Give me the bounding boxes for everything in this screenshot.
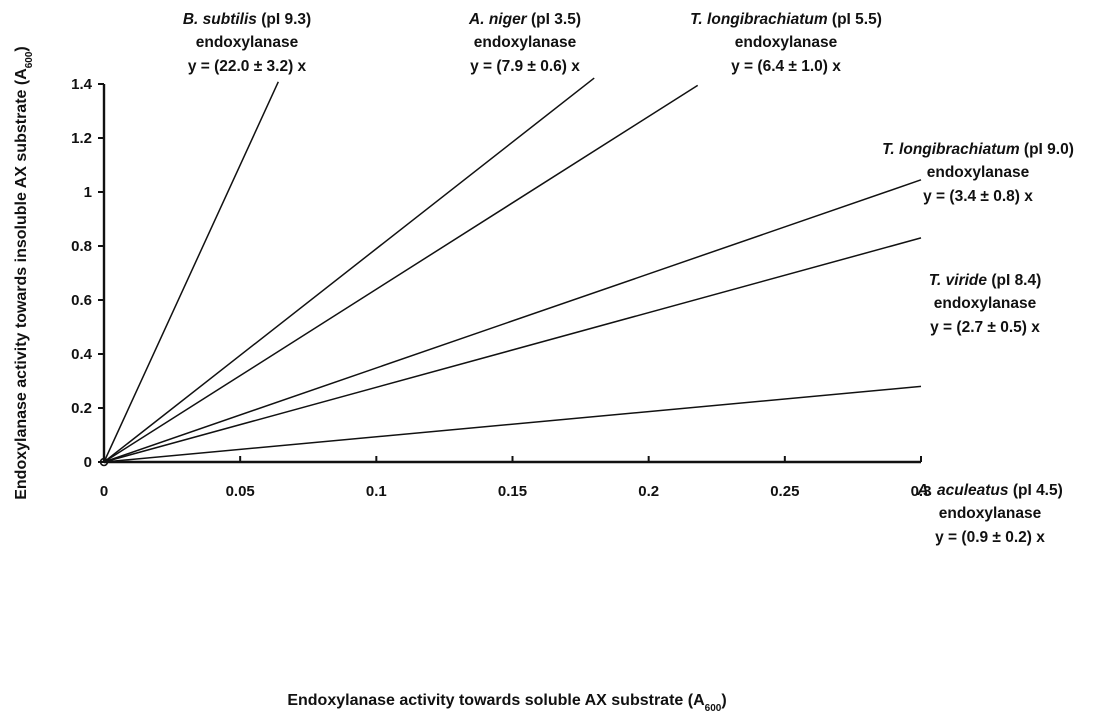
series-annotation-6: A. aculeatus (pI 4.5) endoxylanase y = (0.… (916, 482, 1063, 546)
annotation-equation: y = (7.9 ± 0.6) x (470, 58, 580, 75)
species-name: A. aculeatus (916, 482, 1009, 499)
species-name: T. viride (929, 272, 988, 289)
series-annotation-4: T. longibrachiatum (pI 9.0) endoxylanase y… (882, 141, 1074, 205)
annotation-enzyme: endoxylanase (934, 295, 1037, 312)
species-name: A. niger (468, 11, 528, 28)
origin-marker (99, 457, 109, 467)
series-annotation-3: T. longibrachiatum (pI 5.5) endoxylanase y… (690, 11, 882, 75)
axis-titles: Endoxylanase activity towards soluble AX… (13, 46, 727, 713)
series-line-4 (103, 179, 922, 463)
y-axis-title: Endoxylanase activity towards insoluble … (13, 46, 35, 500)
series-line-1 (103, 81, 279, 463)
series-annotation-5: T. viride (pI 8.4) endoxylanase y = (2.7 ±… (929, 272, 1042, 336)
series-line-6 (103, 385, 922, 463)
y-tick-label: 1.4 (71, 76, 93, 93)
series-annotations: B. subtilis (pI 9.3) endoxylanase y = (22.… (183, 11, 1074, 546)
pi-value: (pI 9.0) (1020, 141, 1074, 158)
x-tick-label: 0.1 (366, 483, 387, 500)
annotation-species-line: A. aculeatus (pI 4.5) (916, 482, 1063, 499)
series-lines (99, 77, 922, 467)
annotation-equation: y = (0.9 ± 0.2) x (935, 529, 1045, 546)
pi-value: (pI 8.4) (987, 272, 1041, 289)
annotation-species-line: T. viride (pI 8.4) (929, 272, 1042, 289)
x-tick-label: 0.25 (770, 483, 799, 500)
annotation-species-line: T. longibrachiatum (pI 9.0) (882, 141, 1074, 158)
annotation-equation: y = (22.0 ± 3.2) x (188, 58, 307, 75)
annotation-species-line: A. niger (pI 3.5) (468, 11, 581, 28)
pi-value: (pI 9.3) (257, 11, 311, 28)
annotation-enzyme: endoxylanase (196, 34, 299, 51)
species-name: B. subtilis (183, 11, 257, 28)
series-annotation-1: B. subtilis (pI 9.3) endoxylanase y = (22.… (183, 11, 311, 75)
x-tick-label: 0.3 (911, 483, 932, 500)
annotation-enzyme: endoxylanase (735, 34, 838, 51)
species-name: T. longibrachiatum (882, 141, 1020, 158)
y-tick-label: 0.6 (71, 292, 92, 309)
species-name: T. longibrachiatum (690, 11, 828, 28)
y-tick-label: 1 (84, 184, 92, 201)
axes (102, 84, 921, 464)
x-tick-label: 0.05 (226, 483, 255, 500)
annotation-enzyme: endoxylanase (474, 34, 577, 51)
annotation-equation: y = (6.4 ± 1.0) x (731, 58, 841, 75)
x-tick-label: 0.15 (498, 483, 527, 500)
series-line-2 (103, 77, 595, 463)
x-axis-title: Endoxylanase activity towards soluble AX… (287, 692, 726, 714)
y-tick-label: 0.2 (71, 400, 92, 417)
annotation-enzyme: endoxylanase (927, 164, 1030, 181)
ticks: 0 0.05 0.1 0.15 0.2 0.25 0.3 0 0.2 0.4 0.6 0.8 1 1.2 1… (71, 76, 931, 500)
pi-value: (pI 4.5) (1009, 482, 1063, 499)
series-line-3 (103, 84, 699, 463)
annotation-species-line: B. subtilis (pI 9.3) (183, 11, 311, 28)
y-tick-label: 1.2 (71, 130, 92, 147)
y-tick-label: 0 (84, 454, 92, 471)
y-tick-label: 0.4 (71, 346, 93, 363)
annotation-enzyme: endoxylanase (939, 505, 1042, 522)
annotation-equation: y = (2.7 ± 0.5) x (930, 319, 1040, 336)
x-tick-label: 0 (100, 483, 108, 500)
pi-value: (pI 3.5) (527, 11, 581, 28)
series-line-5 (103, 237, 922, 463)
x-tick-label: 0.2 (638, 483, 659, 500)
series-annotation-2: A. niger (pI 3.5) endoxylanase y = (7.9 ± … (468, 11, 581, 75)
y-tick-label: 0.8 (71, 238, 92, 255)
annotation-equation: y = (3.4 ± 0.8) x (923, 188, 1033, 205)
annotation-species-line: T. longibrachiatum (pI 5.5) (690, 11, 882, 28)
pi-value: (pI 5.5) (828, 11, 882, 28)
